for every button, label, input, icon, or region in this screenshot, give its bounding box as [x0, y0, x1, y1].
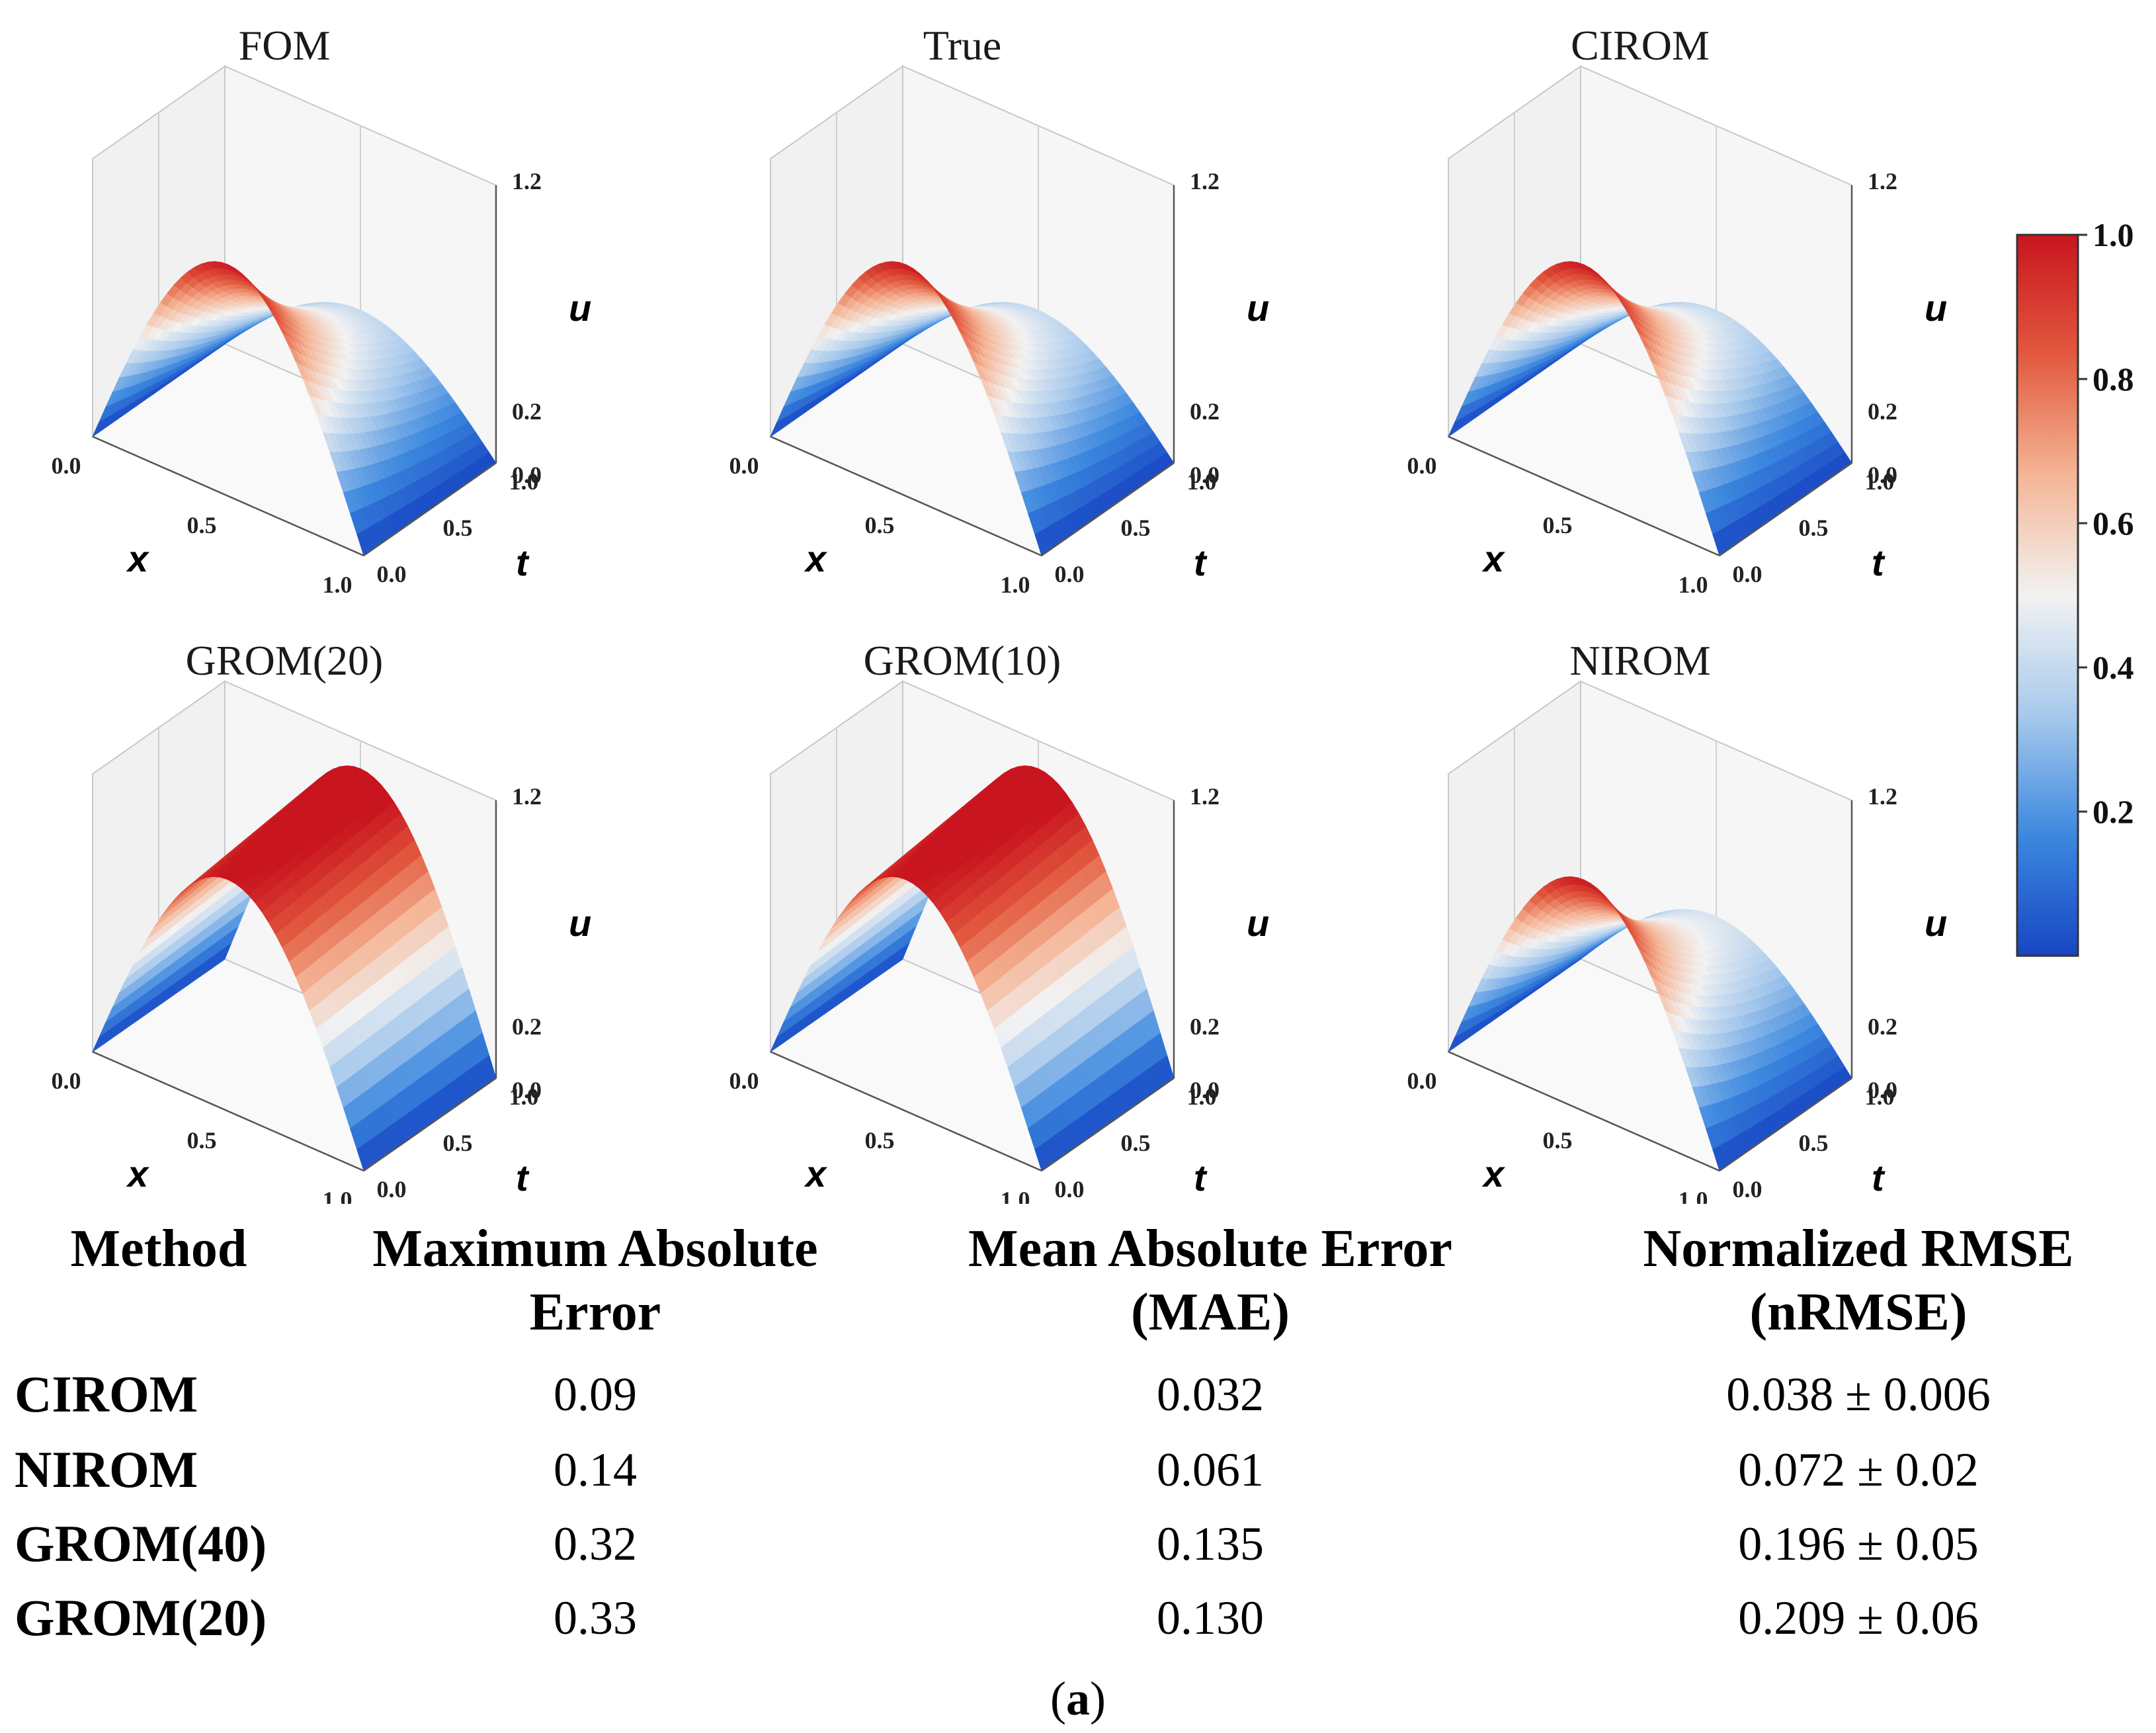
x-axis-label: x [126, 1153, 150, 1195]
u-tick-label: 0.0 [1190, 1077, 1220, 1103]
t-axis-label: t [1872, 542, 1886, 583]
t-axis-label: t [516, 1157, 530, 1199]
u-tick-label: 0.2 [1190, 1013, 1220, 1040]
axis-line [363, 462, 497, 557]
x-tick-label: 0.0 [52, 452, 81, 479]
surface-panel: GROM(10)0.00.51.0 0.00.51.00.00.21.2x tu [729, 637, 1270, 1204]
x-tick-label: 0.5 [187, 512, 217, 538]
u-tick-label: 0.0 [512, 462, 542, 488]
u-tick-label: 0.2 [1190, 398, 1220, 425]
t-tick-label: 0.0 [377, 561, 407, 587]
x-tick-label: 0.5 [865, 1127, 895, 1154]
x-tick-label: 0.5 [1543, 512, 1573, 538]
x-tick-label: 0.0 [729, 1068, 759, 1094]
u-tick-label: 0.2 [512, 1013, 542, 1040]
x-axis-label: x [126, 538, 150, 579]
u-axis-label: u [569, 287, 591, 329]
t-tick-label: 0.0 [1733, 561, 1762, 587]
panel-title: GROM(10) [864, 637, 1061, 684]
u-axis-label: u [569, 902, 591, 944]
u-tick-label: 1.2 [512, 783, 542, 810]
u-axis-label: u [1247, 902, 1269, 944]
t-tick-label: 0.0 [1055, 561, 1085, 587]
u-tick-label: 0.2 [1868, 398, 1897, 425]
x-tick-label: 1.0 [1001, 571, 1030, 598]
panel-title: NIROM [1569, 637, 1710, 684]
t-axis-label: t [1194, 542, 1208, 583]
u-tick-label: 0.0 [512, 1077, 542, 1103]
x-axis-label: x [804, 1153, 828, 1195]
t-tick-label: 0.5 [443, 1130, 473, 1156]
t-tick-label: 0.0 [1055, 1176, 1085, 1203]
t-tick-label: 0.0 [377, 1176, 407, 1203]
x-tick-label: 0.0 [1407, 452, 1437, 479]
x-tick-label: 1.0 [1679, 571, 1708, 598]
t-tick-label: 0.5 [1121, 1130, 1151, 1156]
u-tick-label: 0.0 [1868, 462, 1897, 488]
surface-panel: GROM(20)0.00.51.0 0.00.51.00.00.21.2x tu [52, 637, 592, 1204]
t-tick-label: 1.0 [509, 468, 539, 495]
t-tick-label: 0.5 [443, 515, 473, 541]
u-tick-label: 1.2 [1868, 168, 1897, 194]
x-tick-label: 0.0 [52, 1068, 81, 1094]
x-tick-label: 0.0 [729, 452, 759, 479]
t-tick-label: 0.5 [1799, 515, 1829, 541]
u-tick-label: 0.0 [1190, 462, 1220, 488]
panel-title: GROM(20) [186, 637, 384, 684]
u-tick-label: 1.2 [1190, 783, 1220, 810]
x-tick-label: 1.0 [323, 571, 352, 598]
axis-line [1041, 462, 1175, 557]
x-tick-label: 0.5 [865, 512, 895, 538]
x-axis-label: x [804, 538, 828, 579]
axis-line [92, 435, 364, 557]
x-axis-label: x [1481, 538, 1506, 579]
axis-line [770, 435, 1042, 557]
x-tick-label: 0.5 [187, 1127, 217, 1154]
u-axis-label: u [1925, 287, 1947, 329]
u-axis-label: u [1247, 287, 1269, 329]
t-tick-label: 0.5 [1121, 515, 1151, 541]
panel-title: True [923, 22, 1002, 69]
panel-title: CIROM [1571, 22, 1710, 69]
x-tick-label: 1.0 [323, 1187, 352, 1204]
u-tick-label: 1.2 [1190, 168, 1220, 194]
x-tick-label: 1.0 [1001, 1187, 1030, 1204]
t-axis-label: t [1194, 1157, 1208, 1199]
t-tick-label: 1.0 [1187, 468, 1217, 495]
u-tick-label: 1.2 [512, 168, 542, 194]
t-axis-label: t [516, 542, 530, 583]
u-tick-label: 0.2 [512, 398, 542, 425]
panel-title: FOM [239, 22, 331, 69]
